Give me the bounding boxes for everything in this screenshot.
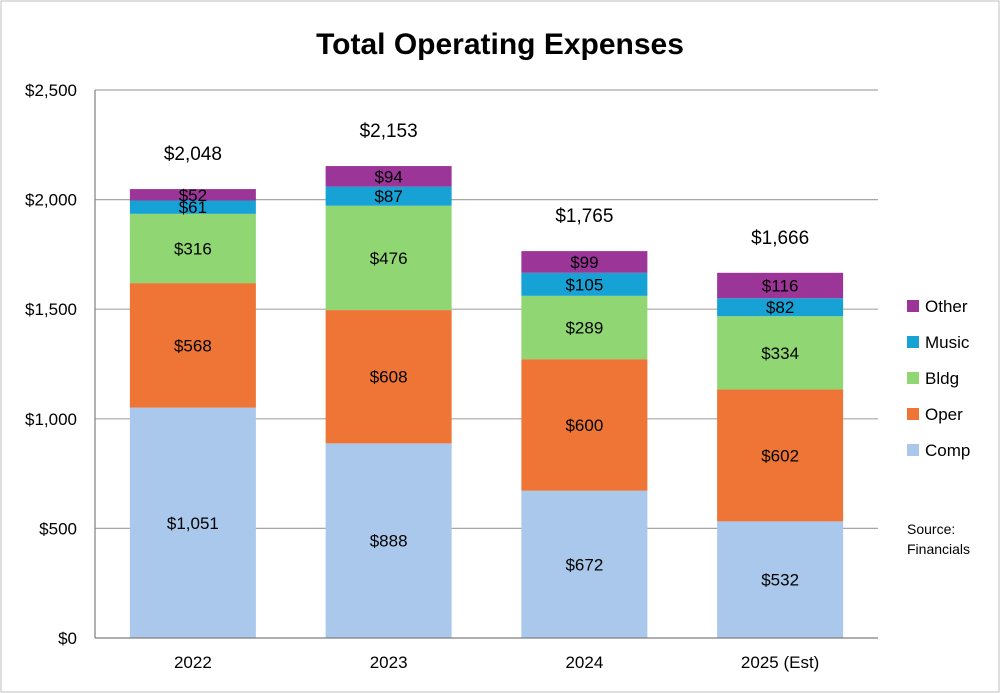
total-data-label: $1,666 [751, 228, 809, 249]
y-tick-label: $2,000 [25, 191, 77, 210]
legend-label: Oper [925, 405, 963, 424]
segment-data-label: $52 [179, 186, 207, 205]
segment-data-label: $1,051 [167, 514, 219, 533]
legend-swatch [907, 300, 919, 312]
segment-data-label: $105 [565, 275, 603, 294]
segment-data-label: $532 [761, 571, 799, 590]
x-tick-label: 2025 (Est) [741, 653, 819, 672]
bar-segment [129, 189, 256, 201]
legend-swatch [907, 408, 919, 420]
segment-data-label: $476 [370, 249, 408, 268]
legend-swatch [907, 372, 919, 384]
total-data-label: $1,765 [555, 206, 613, 227]
bar-segment [717, 272, 844, 299]
segment-data-label: $602 [761, 446, 799, 465]
segment-data-label: $316 [174, 239, 212, 258]
segment-data-label: $82 [766, 298, 794, 317]
segment-data-label: $116 [762, 277, 799, 296]
bar-segment [717, 298, 844, 317]
segment-data-label: $87 [374, 187, 402, 206]
x-tick-label: 2023 [370, 653, 408, 672]
total-data-label: $2,153 [360, 121, 418, 142]
segment-data-label: $94 [374, 167, 402, 186]
segment-data-label: $608 [370, 368, 408, 387]
y-tick-label: $500 [39, 519, 77, 538]
bar-segment [325, 166, 452, 187]
total-data-label: $2,048 [164, 144, 222, 165]
legend-label: Other [925, 297, 968, 316]
bar-segment [521, 272, 648, 296]
legend: Other Music Bldg Oper Comp [907, 297, 970, 460]
chart-title: Total Operating Expenses [316, 28, 684, 61]
bar-segment [325, 443, 452, 638]
y-tick-label: $0 [58, 629, 77, 648]
bar-segment [521, 295, 648, 360]
segment-data-label: $568 [174, 336, 212, 355]
bar-segment [717, 389, 844, 522]
x-tick-label: 2024 [565, 653, 603, 672]
bar-segment [325, 310, 452, 444]
bars [129, 166, 844, 638]
x-tick-label: 2022 [174, 653, 212, 672]
legend-swatch [907, 336, 919, 348]
bar-segment [129, 213, 256, 284]
bar-segment [325, 205, 452, 311]
segment-data-label: $672 [565, 555, 603, 574]
data-labels: $1,051 $568 $316 $61$52 $2,048 $888 $608 $476 $8… [164, 121, 809, 590]
segment-data-label: $600 [565, 416, 603, 435]
segment-data-label: $334 [761, 344, 799, 363]
bar-segment [129, 283, 256, 408]
y-tick-label: $1,500 [25, 300, 77, 319]
segment-data-label: $99 [570, 253, 598, 272]
bar-segment [325, 186, 452, 206]
axes: $0 $500 $1,000 $1,500 $2,000 $2,500 2022 2023 20… [25, 81, 878, 672]
legend-label: Music [925, 333, 970, 352]
bar-segment [129, 200, 256, 214]
bar-segment [521, 359, 648, 491]
y-tick-label: $2,500 [25, 81, 77, 100]
legend-label: Bldg [925, 369, 959, 388]
segment-data-label: $61 [179, 198, 207, 217]
bar-segment [129, 407, 256, 638]
legend-swatch [907, 444, 919, 456]
y-tick-label: $1,000 [25, 410, 77, 429]
bar-segment [717, 521, 844, 638]
source-note-line-2: Financials [907, 541, 970, 557]
bar-segment [521, 490, 648, 638]
bar-segment [717, 316, 844, 390]
legend-label: Comp [925, 441, 970, 460]
bar-segment [521, 251, 648, 273]
source-note-line-1: Source: [907, 521, 955, 537]
segment-data-label: $888 [370, 532, 408, 551]
segment-data-label: $289 [565, 319, 603, 338]
